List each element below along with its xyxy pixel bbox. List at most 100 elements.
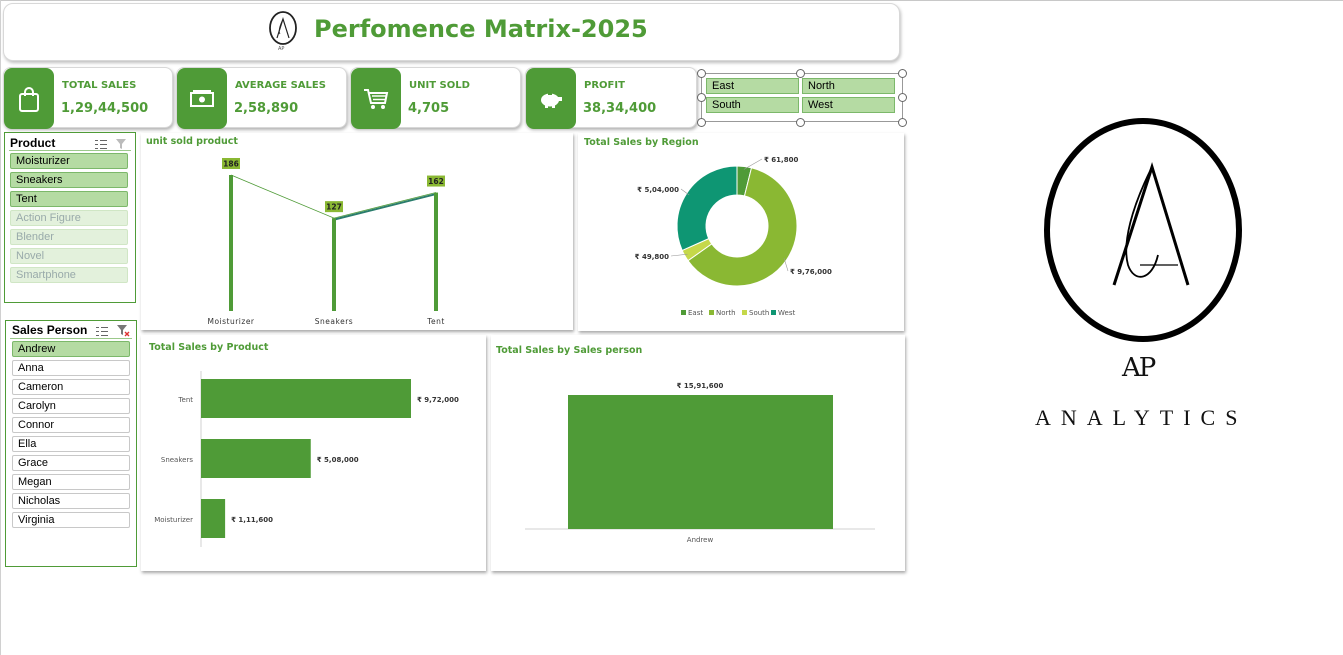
slicer-item[interactable]: Smartphone: [10, 267, 128, 283]
kpi-label: TOTAL SALES: [62, 80, 137, 91]
data-label: ₹ 15,91,600: [677, 382, 724, 390]
slicer-item[interactable]: Anna: [12, 360, 130, 376]
resize-handle[interactable]: [697, 118, 706, 127]
brand-name: ANALYTICS: [1035, 405, 1248, 430]
kpi-value: 38,34,400: [583, 101, 657, 116]
leader-line: [743, 158, 763, 170]
kpi-label: AVERAGE SALES: [235, 80, 326, 91]
data-label: 127: [326, 203, 342, 212]
data-label: ₹ 5,04,000: [637, 186, 679, 194]
region-north[interactable]: North: [802, 78, 895, 94]
salesperson-bar-chart: Total Sales by Sales person ₹ 15,91,600 A…: [491, 335, 905, 571]
series-line: [333, 193, 437, 221]
chart-title: Total Sales by Product: [149, 342, 269, 353]
slicer-item[interactable]: Novel: [10, 248, 128, 264]
brand-logo: AP ANALYTICS: [1030, 115, 1260, 435]
region-west[interactable]: West: [802, 97, 895, 113]
resize-handle[interactable]: [697, 69, 706, 78]
donut-chart-svg: ₹ 61,800 ₹ 9,76,000 ₹ 49,800 ₹ 5,04,000 East…: [635, 156, 832, 317]
chart-title: Total Sales by Sales person: [496, 345, 643, 356]
slicer-item[interactable]: Megan: [12, 474, 130, 490]
chart-title: Total Sales by Region: [584, 137, 699, 148]
kpi-value: 1,29,44,500: [61, 101, 149, 116]
data-label: ₹ 9,72,000: [417, 396, 459, 404]
donut-slice: [687, 167, 798, 287]
line-chart-svg: 186 Moisturizer 127 Sneakers 162 Tent: [207, 158, 445, 326]
product-slicer[interactable]: Product Moisturizer Sneakers Tent Action Fi…: [4, 132, 136, 303]
data-label: 186: [223, 160, 239, 169]
category-label: Sneakers: [161, 456, 193, 464]
drop-line: [332, 218, 336, 311]
legend-swatch: [771, 310, 776, 315]
kpi-label: UNIT SOLD: [409, 80, 470, 91]
slicer-item[interactable]: Carolyn: [12, 398, 130, 414]
legend-label: South: [749, 309, 769, 317]
slicer-item[interactable]: Moisturizer: [10, 153, 128, 169]
divider: [9, 150, 131, 151]
resize-handle[interactable]: [898, 69, 907, 78]
slicer-item[interactable]: Tent: [10, 191, 128, 207]
slicer-item[interactable]: Blender: [10, 229, 128, 245]
slicer-item[interactable]: Cameron: [12, 379, 130, 395]
category-label: Tent: [177, 396, 193, 404]
leader-line: [670, 253, 688, 257]
bar: [568, 395, 833, 529]
slicer-item[interactable]: Sneakers: [10, 172, 128, 188]
ap-logo-icon: AP: [262, 9, 304, 57]
multi-select-icon[interactable]: [95, 137, 107, 155]
kpi-value: 4,705: [408, 101, 450, 116]
region-south[interactable]: South: [706, 97, 799, 113]
slicer-item[interactable]: Ella: [12, 436, 130, 452]
category-label: Andrew: [687, 536, 714, 544]
salesperson-slicer[interactable]: Sales Person Andrew Anna Cameron Carolyn Con…: [5, 320, 137, 567]
slicer-item[interactable]: Grace: [12, 455, 130, 471]
resize-handle[interactable]: [898, 118, 907, 127]
salesperson-slicer-title: Sales Person: [12, 323, 88, 337]
resize-handle[interactable]: [796, 118, 805, 127]
data-label-box: [222, 158, 240, 169]
legend-label: North: [716, 309, 736, 317]
multi-select-icon[interactable]: [96, 324, 108, 342]
clear-filter-icon[interactable]: [116, 137, 128, 155]
legend-swatch: [681, 310, 686, 315]
data-label-box: [427, 175, 445, 187]
leader-line: [680, 188, 690, 196]
piggy-bank-icon: [526, 68, 576, 129]
legend-label: East: [688, 309, 703, 317]
slicer-item[interactable]: Nicholas: [12, 493, 130, 509]
brand-logo-icon: [1044, 118, 1242, 342]
slicer-item[interactable]: Action Figure: [10, 210, 128, 226]
left-border: [0, 0, 1, 655]
money-icon: [177, 68, 227, 129]
kpi-value: 2,58,890: [234, 101, 299, 116]
data-label: ₹ 1,11,600: [231, 516, 273, 524]
resize-handle[interactable]: [697, 93, 706, 102]
unit-sold-chart: unit sold product 186 Moisturizer 127 Sneak…: [141, 133, 573, 330]
region-donut-chart: Total Sales by Region ₹ 61,800 ₹ 9,76,000…: [578, 133, 904, 331]
clear-filter-icon[interactable]: [117, 324, 130, 342]
kpi-unit-sold: UNIT SOLD 4,705: [350, 67, 521, 129]
resize-handle[interactable]: [796, 69, 805, 78]
region-east[interactable]: East: [706, 78, 799, 94]
bar: [201, 439, 311, 478]
product-slicer-title: Product: [10, 136, 56, 150]
title-banner: AP Perfomence Matrix-2025: [3, 3, 900, 61]
category-label: Tent: [426, 317, 445, 326]
product-bar-chart: Total Sales by Product Tent ₹ 9,72,000 Sne…: [141, 335, 486, 571]
data-label: ₹ 5,08,000: [317, 456, 359, 464]
resize-handle[interactable]: [898, 93, 907, 102]
kpi-profit: PROFIT 38,34,400: [525, 67, 697, 129]
data-label-box: [325, 201, 343, 213]
logo-caption: AP: [278, 46, 285, 52]
data-label: ₹ 61,800: [764, 156, 798, 164]
data-label: ₹ 49,800: [635, 253, 669, 261]
divider: [10, 338, 132, 339]
legend-label: West: [778, 309, 795, 317]
leader-line: [783, 258, 789, 272]
slicer-item[interactable]: Virginia: [12, 512, 130, 528]
slicer-item[interactable]: Andrew: [12, 341, 130, 357]
kpi-label: PROFIT: [584, 80, 625, 91]
slicer-item[interactable]: Connor: [12, 417, 130, 433]
legend-swatch: [709, 310, 714, 315]
brand-monogram: AP: [1122, 353, 1156, 383]
